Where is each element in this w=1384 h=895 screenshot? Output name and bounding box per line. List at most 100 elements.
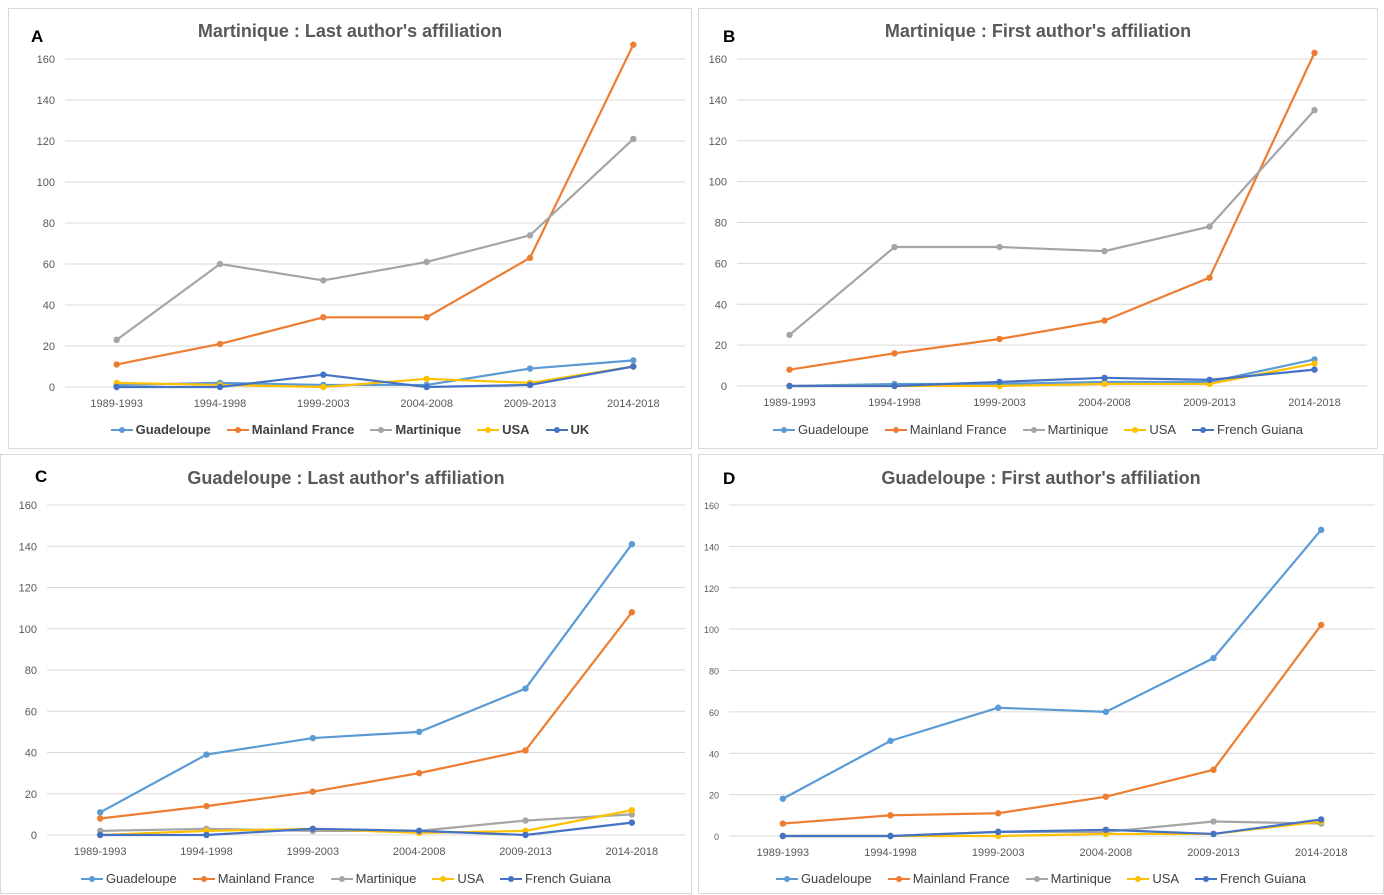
data-point	[203, 751, 210, 758]
data-point	[779, 820, 787, 827]
legend-line-marker-icon	[370, 426, 393, 433]
data-point	[1101, 317, 1108, 324]
y-tick-label: 60	[25, 706, 37, 718]
data-point	[996, 243, 1003, 251]
data-point	[994, 828, 1002, 836]
y-tick-label: 20	[25, 789, 37, 801]
legend-line-marker-icon	[1022, 426, 1045, 433]
data-point	[522, 685, 529, 692]
y-tick-label: 0	[714, 832, 719, 842]
y-tick-label: 140	[704, 542, 719, 552]
legend-line-marker-icon	[192, 875, 215, 882]
legend-label: Guadeloupe	[800, 871, 872, 886]
legend-line-marker-icon	[1195, 875, 1218, 882]
line-chart-d: 0 20 40 60 80 100 120 140 160 1989-1993 1994-1998 1…	[704, 501, 1375, 859]
data-point	[320, 277, 327, 284]
x-tick-label: 2009-2013	[504, 398, 557, 410]
data-point	[415, 769, 423, 777]
x-tick-label: 2014-2018	[1295, 847, 1348, 859]
legend-label: Mainland France	[912, 871, 1010, 886]
legend-label: USA	[502, 422, 530, 437]
y-tick-label: 160	[37, 54, 55, 66]
series-line	[788, 109, 1316, 336]
legend-line-marker-icon	[110, 426, 133, 433]
legend-item: Mainland France	[887, 871, 1010, 886]
y-tick-label: 60	[709, 708, 719, 718]
y-tick-label: 140	[37, 95, 55, 107]
chart-panel-c: C Guadeloupe : Last author's affiliation…	[0, 454, 692, 894]
data-point	[891, 243, 898, 251]
legend-line-marker-icon	[772, 426, 795, 433]
data-point	[309, 825, 317, 833]
data-point	[1311, 49, 1318, 57]
y-tick-label: 160	[704, 501, 719, 511]
data-point	[1210, 818, 1217, 825]
x-tick-label: 1999-2003	[297, 398, 350, 410]
data-point	[887, 737, 894, 745]
legend-line-marker-icon	[500, 875, 523, 882]
x-tick-label: 1989-1993	[74, 846, 127, 858]
y-tick-label: 100	[709, 177, 727, 189]
data-point	[628, 609, 636, 616]
data-point	[522, 831, 529, 839]
data-point	[1311, 360, 1318, 367]
legend-label: Guadeloupe	[797, 422, 869, 437]
y-tick-label: 140	[709, 95, 727, 107]
line-chart-a: 0 20 40 60 80 100 120 140 160 1989-1993 1994-1998 1…	[37, 41, 685, 410]
legend-label: French Guiana	[1217, 422, 1304, 437]
legend-item: Martinique	[1022, 422, 1108, 437]
x-tick-label: 1989-1993	[90, 398, 143, 410]
legend-label: French Guiana	[525, 871, 612, 886]
y-tick-label: 20	[715, 340, 727, 352]
y-tick-label: 100	[704, 625, 719, 635]
data-point	[96, 831, 104, 839]
data-point	[216, 383, 224, 391]
legend-label: Guadeloupe	[105, 871, 177, 886]
y-tick-label: 120	[709, 136, 727, 148]
legend-item: Guadeloupe	[772, 422, 869, 437]
legend-item: French Guiana	[1192, 422, 1303, 437]
chart-panel-a: A Martinique : Last author's affiliation…	[8, 8, 692, 449]
y-tick-label: 120	[704, 584, 719, 594]
data-point	[1311, 106, 1318, 114]
data-point	[423, 375, 430, 382]
chart-legend: Guadeloupe Mainland France Martinique USA Fr…	[699, 871, 1383, 886]
series-line	[789, 368, 1315, 388]
y-tick-label: 0	[31, 830, 37, 842]
x-tick-label: 2009-2013	[1183, 397, 1236, 409]
x-tick-label: 1989-1993	[763, 397, 816, 409]
chart-title: Guadeloupe : First author's affiliation	[881, 468, 1201, 488]
legend-label: Mainland France	[217, 871, 315, 886]
legend-item: Mainland France	[226, 422, 355, 437]
data-point	[786, 366, 793, 373]
y-tick-label: 60	[43, 259, 55, 271]
data-point	[779, 832, 787, 840]
data-point	[1206, 376, 1213, 384]
data-point	[309, 734, 317, 742]
series-line	[116, 359, 634, 387]
data-point	[1206, 223, 1213, 230]
y-tick-label: 80	[715, 218, 727, 230]
series-line	[782, 529, 1323, 800]
legend-label: Martinique	[395, 422, 462, 437]
legend-item: Guadeloupe	[80, 871, 177, 886]
data-point	[887, 812, 894, 819]
data-point	[994, 810, 1002, 817]
data-point	[630, 135, 637, 143]
series-line	[99, 543, 633, 814]
data-point	[996, 335, 1003, 343]
series-line	[782, 820, 1322, 838]
legend-line-marker-icon	[432, 875, 455, 882]
legend-item: USA	[432, 871, 484, 886]
data-point	[423, 314, 430, 321]
data-point	[779, 795, 787, 802]
data-point	[320, 314, 327, 321]
data-point	[1102, 793, 1110, 800]
legend-label: Mainland France	[251, 422, 355, 437]
legend-item: French Guiana	[500, 871, 611, 886]
legend-line-marker-icon	[226, 426, 249, 433]
data-point	[216, 340, 224, 348]
legend-label: Guadeloupe	[135, 422, 211, 437]
x-tick-label: 2004-2008	[393, 846, 446, 858]
data-point	[526, 254, 534, 262]
